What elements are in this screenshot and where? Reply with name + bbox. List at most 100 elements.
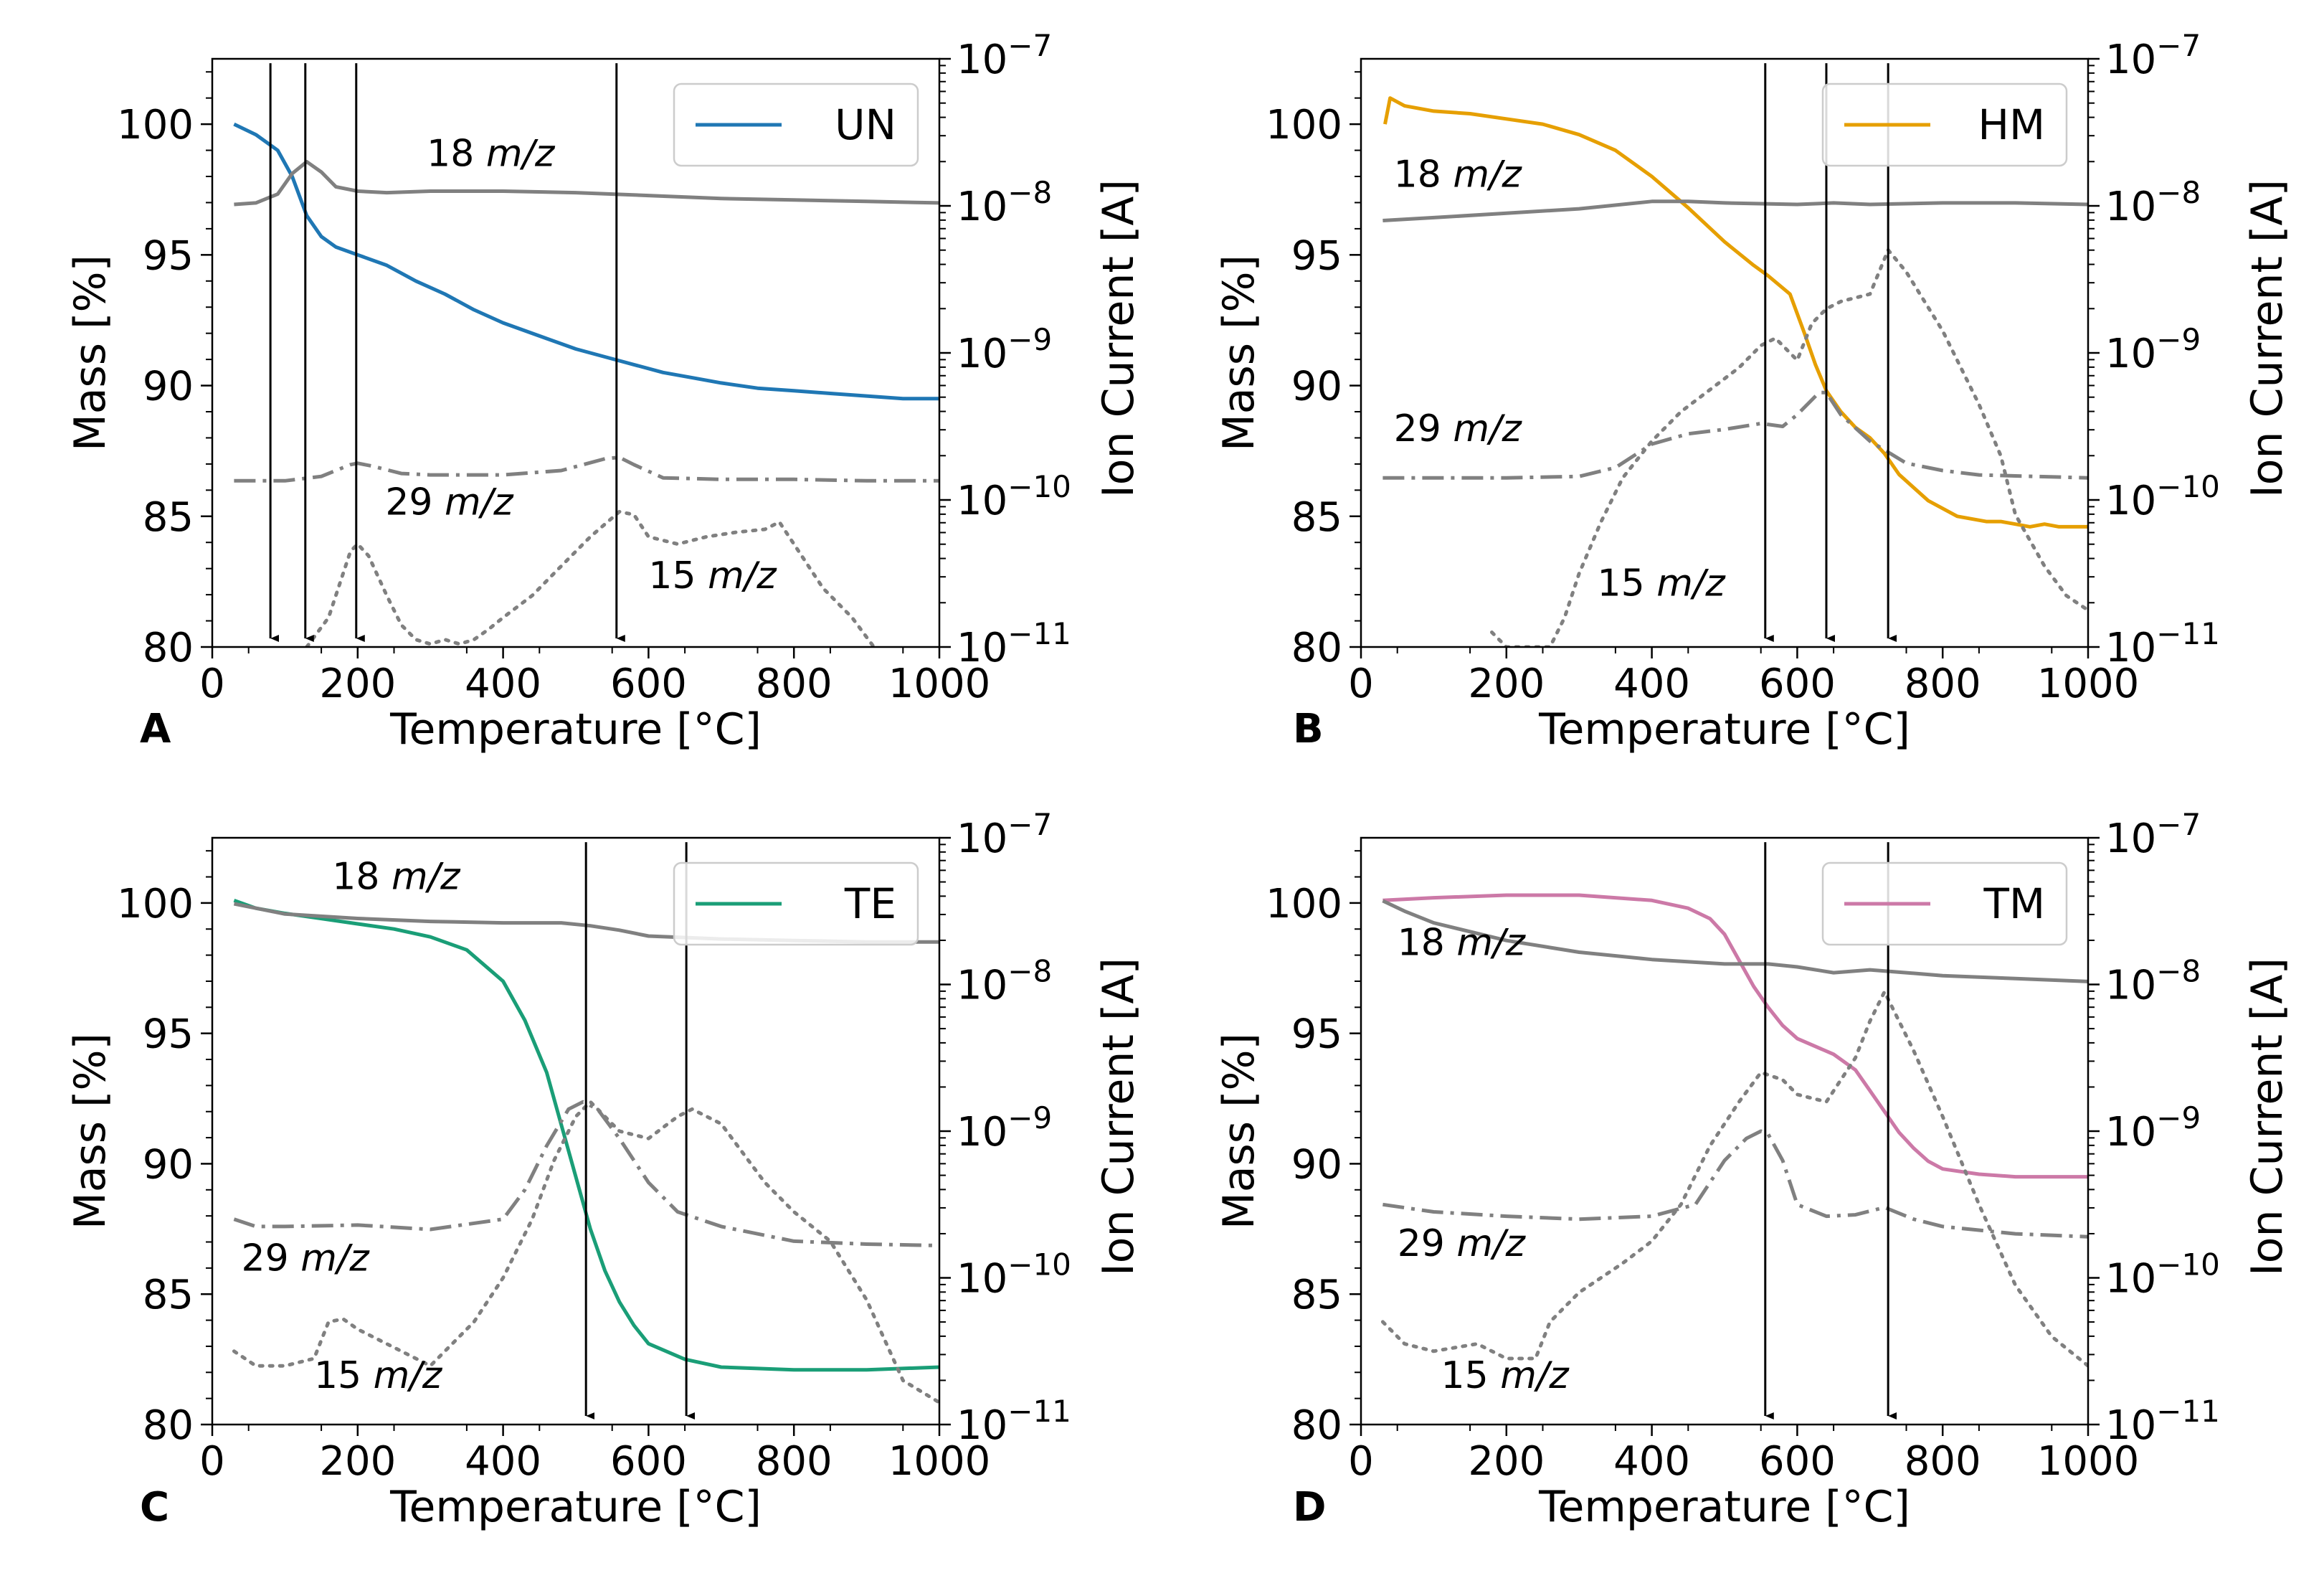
legend-label: HM xyxy=(1978,100,2045,149)
legend-label: UN xyxy=(835,100,896,149)
y2-tick-base: 10 xyxy=(2105,1109,2156,1156)
y2-tick-exponent: −11 xyxy=(1007,616,1071,651)
x-axis-label: Temperature [°C] xyxy=(389,1482,762,1532)
y2-tick-label: 10−8 xyxy=(957,175,1052,230)
x-tick-label: 400 xyxy=(465,1438,541,1485)
x-tick-label: 600 xyxy=(610,1438,687,1485)
x-tick-label: 0 xyxy=(1348,1438,1374,1485)
y-tick-label: 90 xyxy=(1291,1141,1342,1188)
annotation-number: 18 xyxy=(1394,153,1453,196)
y2-tick-exponent: −9 xyxy=(2156,1100,2201,1135)
y2-tick-label: 10−11 xyxy=(2105,1394,2220,1449)
series-annotation: 29 m/z xyxy=(1394,407,1523,450)
y-tick-label: 95 xyxy=(1291,232,1342,279)
y2-tick-label: 10−9 xyxy=(957,322,1052,377)
y2-tick-label: 10−7 xyxy=(957,28,1052,83)
y-tick-label: 85 xyxy=(143,1272,194,1318)
y2-tick-base: 10 xyxy=(957,1109,1007,1156)
legend-label: TE xyxy=(844,879,896,928)
annotation-unit: m/z xyxy=(300,1237,370,1280)
panel-letter: B xyxy=(1293,706,1324,752)
annotation-unit: m/z xyxy=(1456,1222,1526,1265)
y2-tick-exponent: −10 xyxy=(2156,469,2220,504)
series-29-mz xyxy=(1382,390,2088,480)
series-annotation: 18 m/z xyxy=(332,856,461,899)
panel-c: 0 200 400 600 800 10008085909510010−1110−1010… xyxy=(65,807,1144,1532)
y2-tick-base: 10 xyxy=(2105,1402,2156,1449)
y-tick-label: 95 xyxy=(143,232,194,279)
y2-tick-label: 10−7 xyxy=(2105,807,2201,862)
y2-axis-label: Ion Current [A] xyxy=(1094,958,1144,1276)
y2-tick-exponent: −8 xyxy=(1007,954,1052,989)
series-18-mz xyxy=(1382,899,2088,983)
annotation-number: 29 xyxy=(1398,1222,1457,1265)
y-tick-label: 85 xyxy=(1291,494,1342,541)
y-tick-label: 100 xyxy=(117,102,194,148)
series-15-mz xyxy=(1380,990,2088,1368)
panel-letter: C xyxy=(140,1484,169,1531)
series-annotation: 15 m/z xyxy=(1441,1354,1570,1397)
y2-tick-exponent: −11 xyxy=(1007,1394,1071,1429)
x-tick-label: 400 xyxy=(1613,661,1690,707)
y-tick-label: 85 xyxy=(1291,1272,1342,1318)
y2-tick-label: 10−11 xyxy=(957,616,1071,671)
legend-box xyxy=(673,82,919,167)
legend-box xyxy=(1821,861,2068,946)
y2-tick-exponent: −7 xyxy=(1007,28,1052,63)
y-axis-label: Mass [%] xyxy=(1214,255,1264,451)
annotation-number: 15 xyxy=(1598,562,1657,605)
series-mass xyxy=(1383,96,2088,529)
y2-tick-label: 10−8 xyxy=(957,954,1052,1009)
y-tick-label: 95 xyxy=(1291,1011,1342,1058)
annotation-unit: m/z xyxy=(1656,562,1726,605)
y2-tick-exponent: −10 xyxy=(1007,469,1071,504)
y2-tick-label: 10−10 xyxy=(2105,1247,2220,1303)
y2-tick-base: 10 xyxy=(957,963,1007,1009)
series-annotation: 15 m/z xyxy=(1598,562,1727,605)
y2-tick-base: 10 xyxy=(2105,625,2156,671)
x-tick-label: 200 xyxy=(319,1438,396,1485)
y2-tick-base: 10 xyxy=(957,1402,1007,1449)
y-tick-label: 100 xyxy=(117,881,194,927)
y2-tick-base: 10 xyxy=(957,331,1007,377)
panel-b: 0 200 400 600 800 10008085909510010−1110−1010… xyxy=(1214,28,2292,755)
y2-tick-base: 10 xyxy=(2105,1256,2156,1303)
legend-box xyxy=(1821,82,2068,167)
series-annotation: 29 m/z xyxy=(242,1237,371,1280)
x-axis-label: Temperature [°C] xyxy=(389,704,762,755)
legend-box xyxy=(673,861,919,946)
y-tick-label: 85 xyxy=(143,494,194,541)
series-annotation: 15 m/z xyxy=(314,1354,443,1397)
y2-tick-label: 10−10 xyxy=(957,1247,1071,1303)
annotation-number: 29 xyxy=(1394,407,1453,450)
x-tick-label: 200 xyxy=(319,661,396,707)
legend-label: TM xyxy=(1983,879,2045,928)
y-axis-label: Mass [%] xyxy=(1214,1033,1264,1229)
x-tick-label: 0 xyxy=(1348,661,1374,707)
y2-tick-label: 10−7 xyxy=(2105,28,2201,83)
plot-area xyxy=(233,122,939,647)
y2-tick-base: 10 xyxy=(957,184,1007,230)
x-tick-label: 800 xyxy=(1905,1438,1981,1485)
y2-tick-label: 10−9 xyxy=(957,1100,1052,1156)
y2-tick-base: 10 xyxy=(2105,37,2156,83)
x-tick-label: 400 xyxy=(465,661,541,707)
series-29-mz xyxy=(1382,1129,2088,1239)
annotation-number: 18 xyxy=(1398,922,1457,965)
annotation-number: 15 xyxy=(648,554,708,597)
series-18-mz xyxy=(234,160,939,207)
x-axis-label: Temperature [°C] xyxy=(1538,1482,1910,1532)
y2-tick-exponent: −11 xyxy=(2156,1394,2220,1429)
y2-tick-exponent: −10 xyxy=(1007,1247,1071,1283)
y2-tick-exponent: −9 xyxy=(1007,1100,1052,1135)
x-tick-label: 600 xyxy=(610,661,687,707)
y2-tick-exponent: −8 xyxy=(2156,954,2201,989)
y2-tick-base: 10 xyxy=(957,37,1007,83)
y2-tick-base: 10 xyxy=(957,478,1007,524)
y2-tick-label: 10−10 xyxy=(957,469,1071,524)
y-tick-label: 90 xyxy=(143,364,194,410)
series-29-mz xyxy=(233,1100,939,1247)
series-29-mz xyxy=(234,455,939,483)
annotation-number: 15 xyxy=(314,1354,374,1397)
y2-tick-exponent: −8 xyxy=(2156,175,2201,210)
